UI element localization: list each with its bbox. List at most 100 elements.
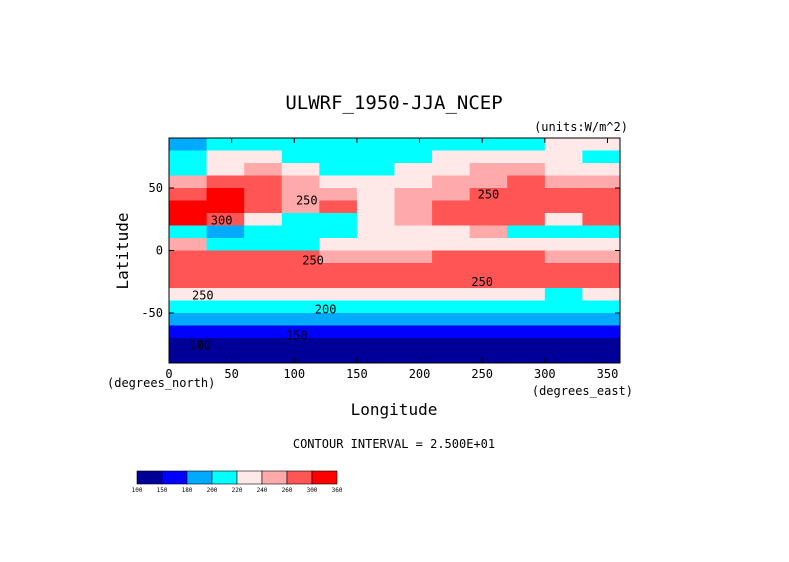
heatmap-cell	[544, 263, 583, 276]
heatmap-cell	[582, 250, 621, 264]
heatmap-cell	[582, 138, 621, 151]
heatmap-cell	[206, 175, 245, 189]
heatmap-cell	[469, 338, 508, 351]
x-axis-label: Longitude	[351, 400, 438, 419]
heatmap-cell	[169, 138, 208, 151]
x-axis-ticks: 0 50 100 150 200 250 300 350	[165, 138, 618, 381]
heatmap-cell	[507, 288, 546, 301]
heatmap-cell	[432, 288, 471, 301]
heatmap-cell	[206, 263, 245, 276]
heatmap-cell	[507, 225, 546, 239]
heatmap-cell	[281, 188, 320, 201]
heatmap-cell	[356, 263, 395, 276]
heatmap-cell	[206, 300, 245, 314]
heatmap-cell	[469, 163, 508, 176]
heatmap-cell	[244, 263, 283, 276]
heatmap-cell	[169, 213, 208, 226]
heatmap-cell	[507, 213, 546, 226]
heatmap-cell	[582, 175, 621, 189]
heatmap-cell	[469, 213, 508, 226]
heatmap-cell	[206, 288, 245, 301]
heatmap-cell	[432, 200, 471, 214]
colorbar-level-label: 180	[182, 487, 193, 494]
heatmap-cell	[319, 300, 358, 314]
heatmap-cell	[582, 288, 621, 301]
heatmap-cell	[544, 150, 583, 164]
heatmap-cell	[244, 200, 283, 214]
heatmap-cell	[582, 200, 621, 214]
heatmap-cell	[432, 300, 471, 314]
heatmap-cell	[281, 213, 320, 226]
heatmap-cell	[544, 325, 583, 339]
heatmap-cell	[544, 225, 583, 239]
contour-label: 300	[211, 214, 233, 228]
heatmap-cell	[582, 300, 621, 314]
heatmap-cell	[394, 275, 433, 289]
heatmap-cell	[356, 325, 395, 339]
colorbar-level-label: 260	[282, 487, 293, 494]
heatmap-cell	[507, 250, 546, 264]
heatmap-cell	[394, 325, 433, 339]
heatmap-cell	[356, 300, 395, 314]
heatmap-cell	[394, 300, 433, 314]
heatmap-cell	[169, 225, 208, 239]
heatmap-cell	[319, 288, 358, 301]
heatmap-cell	[469, 275, 508, 289]
heatmap-cell	[469, 350, 508, 364]
heatmap-cell	[244, 188, 283, 201]
heatmap-cell	[281, 288, 320, 301]
heatmap-cell	[356, 213, 395, 226]
colorbar-swatch	[261, 470, 288, 485]
heatmap-cell	[432, 263, 471, 276]
heatmap-cell	[507, 163, 546, 176]
heatmap-cell	[169, 300, 208, 314]
heatmap-cell	[206, 200, 245, 214]
heatmap-cell	[281, 225, 320, 239]
y-tick-label: -50	[141, 306, 163, 320]
heatmap-cell	[281, 263, 320, 276]
heatmap-cell	[356, 338, 395, 351]
heatmap-cell	[319, 238, 358, 251]
x-tick-label: 350	[597, 367, 619, 381]
heatmap-cell	[206, 275, 245, 289]
contour-interval-text: CONTOUR INTERVAL = 2.500E+01	[293, 437, 495, 451]
heatmap-cell	[206, 325, 245, 339]
heatmap-cell	[356, 138, 395, 151]
heatmap-cell	[394, 150, 433, 164]
heatmap-cell	[244, 225, 283, 239]
heatmap-cell	[319, 313, 358, 326]
heatmap-cell	[281, 325, 320, 339]
chart-title: ULWRF_1950-JJA_NCEP	[285, 92, 502, 114]
heatmap-cell	[544, 338, 583, 351]
x-tick-label: 250	[471, 367, 493, 381]
colorbar-swatch	[161, 470, 188, 485]
heatmap-cell	[432, 188, 471, 201]
heatmap-cell	[356, 188, 395, 201]
x-tick-label: 50	[224, 367, 238, 381]
heatmap-cell	[319, 163, 358, 176]
heatmap-cell	[169, 175, 208, 189]
heatmap-cell	[319, 325, 358, 339]
colorbar-level-label: 360	[332, 487, 343, 494]
colorbar-swatch	[236, 470, 263, 485]
heatmap-cell	[432, 150, 471, 164]
heatmap-cell	[356, 350, 395, 364]
heatmap-cell	[582, 213, 621, 226]
heatmap-cell	[244, 138, 283, 151]
heatmap-cell	[432, 225, 471, 239]
heatmap-cell	[319, 250, 358, 264]
heatmap-cell	[356, 275, 395, 289]
heatmap-cell	[394, 213, 433, 226]
heatmap-cell	[394, 338, 433, 351]
heatmap-cell	[394, 200, 433, 214]
heatmap-cell	[582, 163, 621, 176]
heatmap-cell	[244, 275, 283, 289]
heatmap-cell	[281, 238, 320, 251]
colorbar-level-label: 150	[157, 487, 168, 494]
heatmap-cell	[356, 313, 395, 326]
y-axis-ticks: -50 0 50	[141, 181, 620, 320]
heatmap-cell	[544, 238, 583, 251]
heatmap-cell	[544, 300, 583, 314]
heatmap-cell	[281, 250, 320, 264]
